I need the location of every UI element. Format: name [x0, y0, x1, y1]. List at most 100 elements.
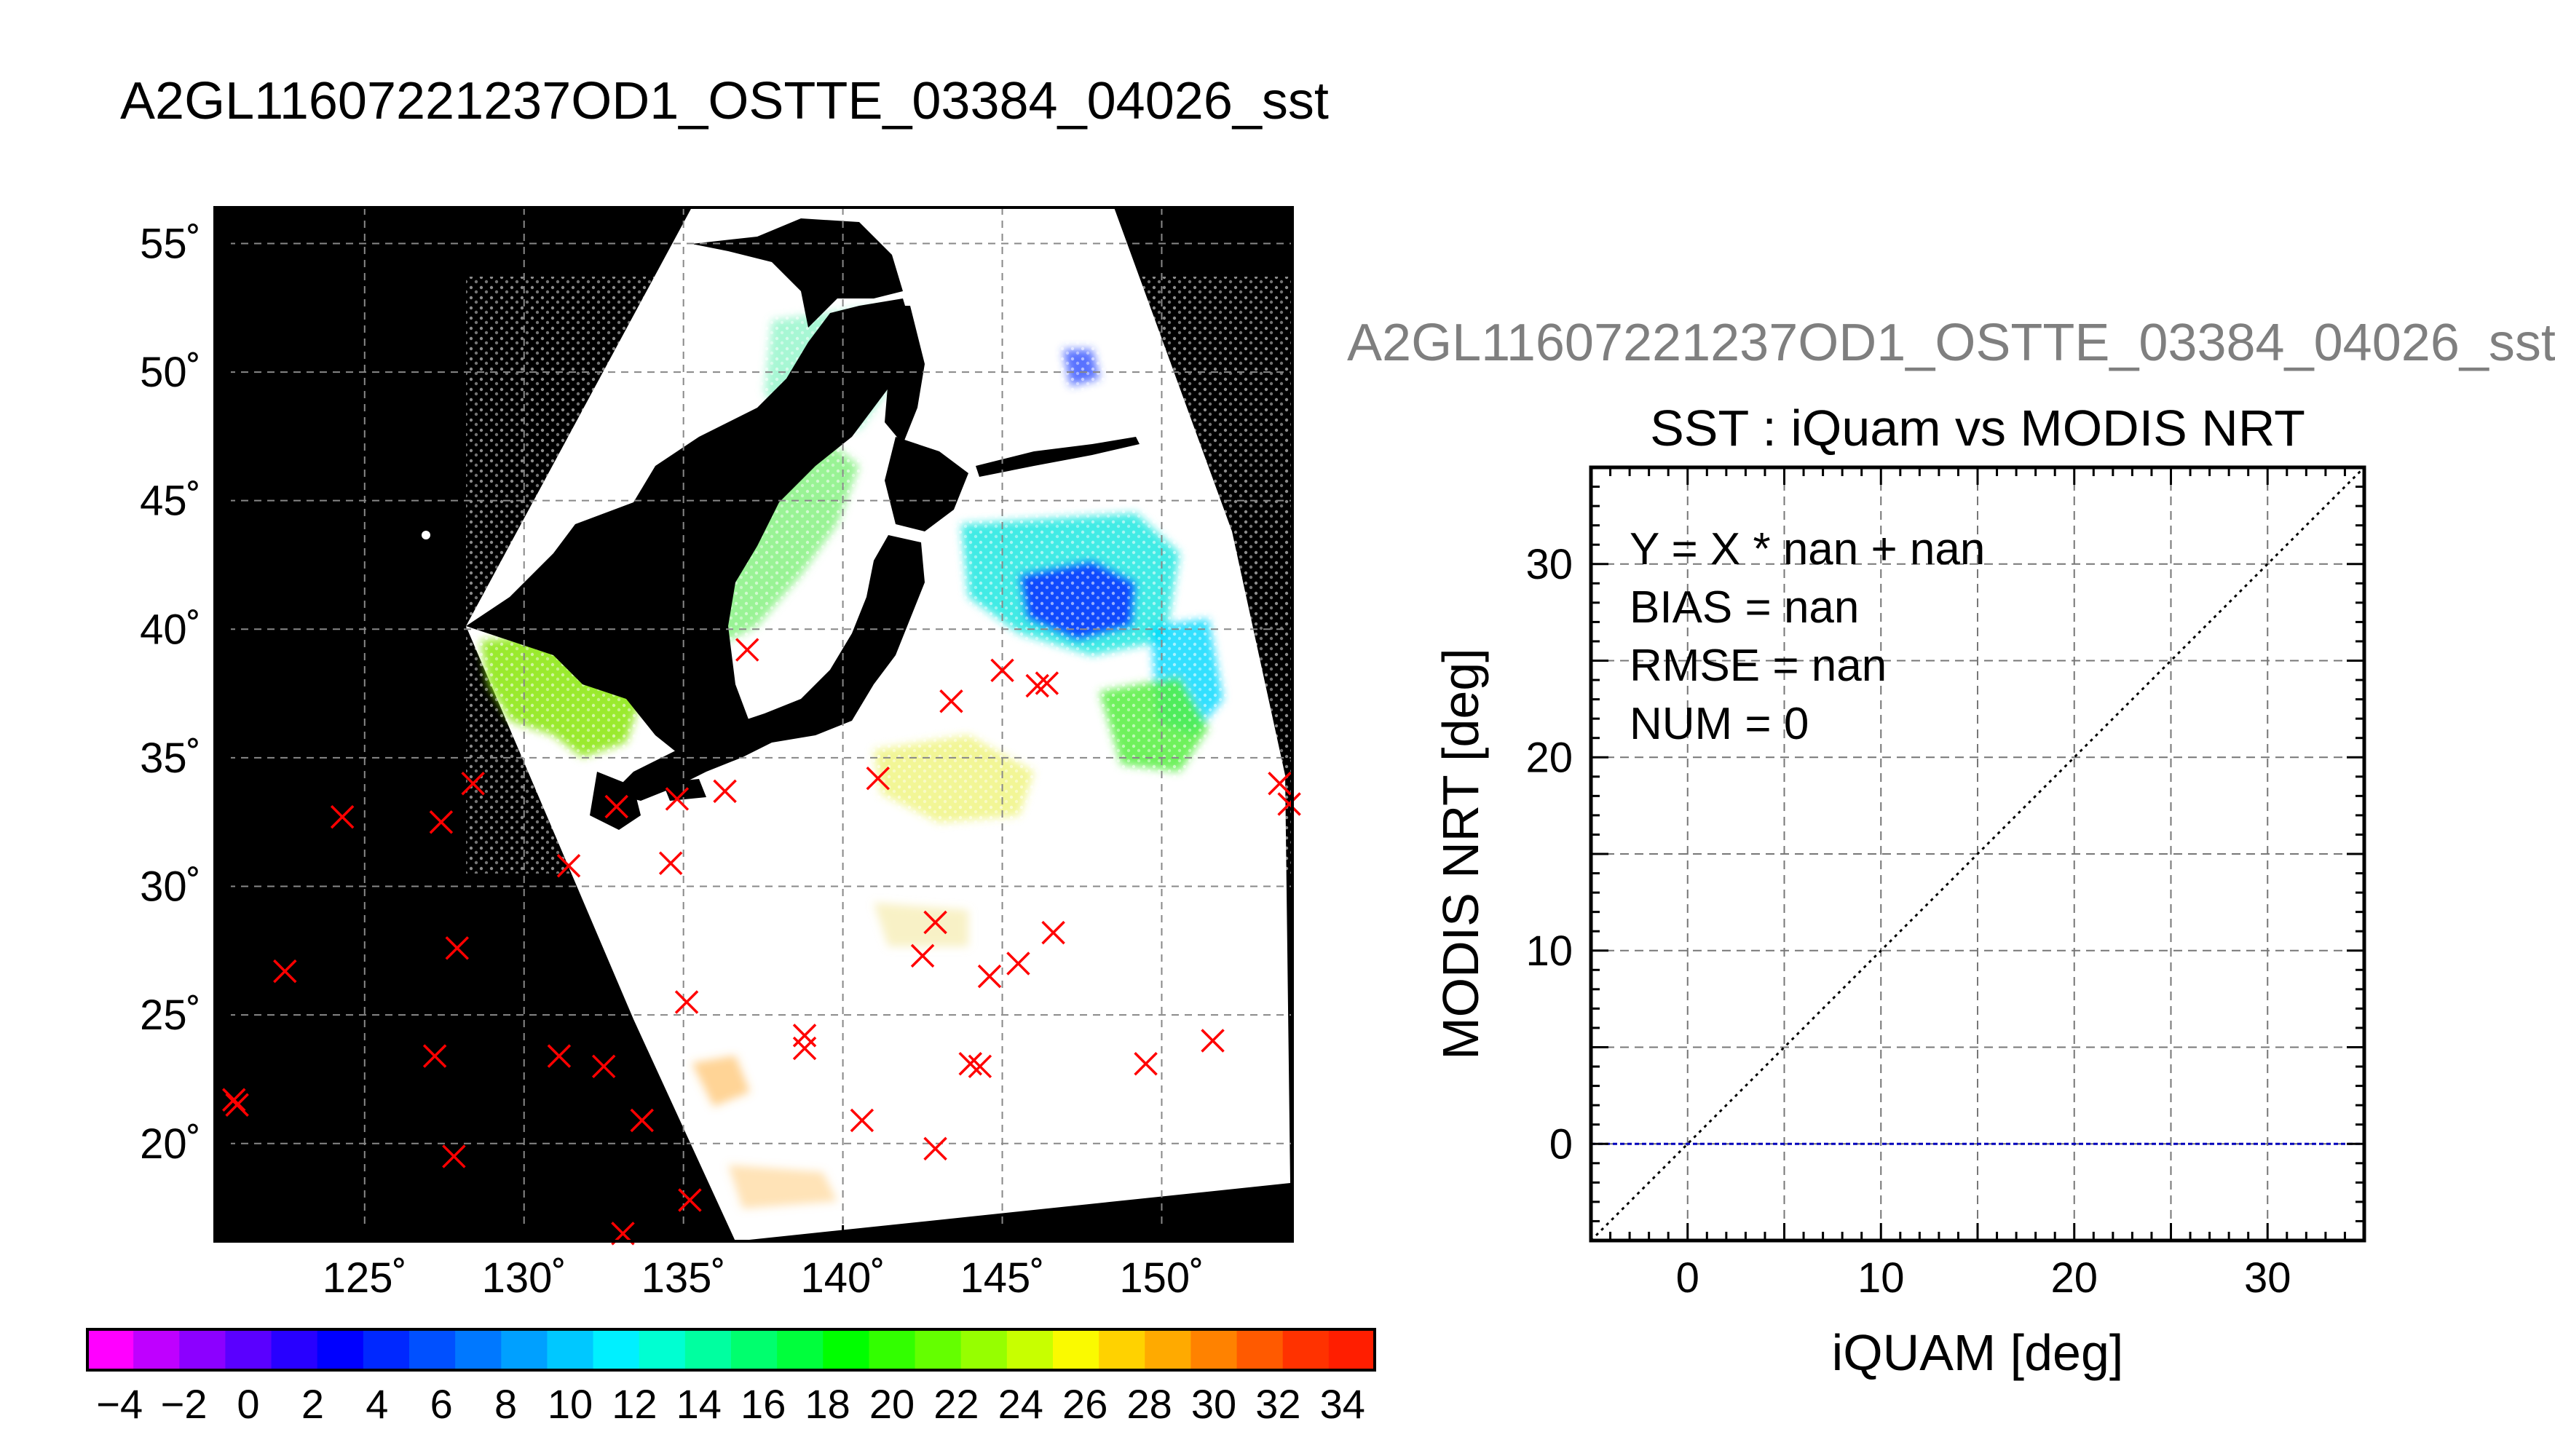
iquam-marker: [1035, 671, 1059, 695]
iquam-marker: [735, 638, 759, 662]
colorbar-cell: [915, 1329, 962, 1370]
colorbar-tick-label: −4: [96, 1381, 143, 1427]
iquam-marker: [910, 943, 935, 968]
scatter-axis-ticks: [1590, 466, 2366, 1242]
colorbar-tick-label: 18: [805, 1381, 850, 1427]
colorbar-frame: [86, 1328, 1376, 1372]
land-honshu: [612, 535, 925, 801]
longitude-tick-label: 135˚: [641, 1254, 726, 1302]
latitude-tick-label: 55˚: [140, 220, 201, 267]
scatter-y-tick-label: 10: [1525, 927, 1573, 975]
map-frame: [213, 206, 1294, 1243]
scatter-plot: SST : iQuam vs MODIS NRT 0 10 20 30 0 10 20 30…: [1432, 400, 2366, 1381]
colorbar-tick-label: 32: [1255, 1381, 1300, 1427]
colorbar-cell: [1145, 1329, 1192, 1370]
longitude-tick-labels: 125˚ 130˚ 135˚ 140˚ 145˚ 150˚: [323, 1254, 1204, 1302]
iquam-marker: [923, 910, 947, 935]
colorbar-cell: [1328, 1329, 1375, 1370]
latitude-tick-label: 50˚: [140, 349, 201, 396]
colorbar-tick-label: 30: [1191, 1381, 1236, 1427]
iquam-marker: [968, 1054, 992, 1079]
iquam-marker: [1134, 1052, 1158, 1076]
colorbar-cell: [1006, 1329, 1054, 1370]
colorbar-tick-label: 14: [676, 1381, 722, 1427]
colorbar-tick-label: 2: [301, 1381, 324, 1427]
iquam-marker: [866, 766, 891, 791]
land-kurils: [976, 437, 1140, 477]
scatter-x-tick-label: 30: [2244, 1254, 2291, 1302]
colorbar-cell: [363, 1329, 410, 1370]
colorbar-cells: [87, 1329, 1375, 1370]
colorbar-cell: [179, 1329, 226, 1370]
colorbar-tick-label: −2: [161, 1381, 208, 1427]
latitude-tick-label: 20˚: [140, 1120, 201, 1168]
scatter-x-tick-label: 20: [2050, 1254, 2098, 1302]
colorbar-tick-labels: −4 −2 0 2 4 6 8 10 12 14 16 18 20 22 24 26 28 30 32 34: [96, 1381, 1365, 1427]
iquam-marker: [1025, 673, 1049, 698]
sst-blob-orange-south-1: [692, 1056, 750, 1107]
iquam-marker: [1041, 920, 1065, 945]
iquam-marker: [604, 794, 628, 819]
iquam-marker: [977, 964, 1002, 989]
colorbar-cell: [271, 1329, 318, 1370]
stat-line: BIAS = nan: [1630, 582, 1859, 633]
iquam-marker: [1201, 1029, 1225, 1053]
colorbar-cell: [1236, 1329, 1284, 1370]
iquam-marker: [330, 804, 355, 829]
iquam-marker: [225, 1093, 249, 1117]
iquam-marker: [850, 1108, 874, 1133]
scatter-x-axis-label: iQUAM [deg]: [1832, 1324, 2124, 1381]
longitude-tick-label: 150˚: [1119, 1254, 1204, 1302]
iquam-marker: [958, 1052, 982, 1076]
colorbar-cell: [87, 1329, 134, 1370]
colorbar-tick-label: 20: [869, 1381, 915, 1427]
latitude-tick-labels: 20˚ 25˚ 30˚ 35˚ 40˚ 45˚ 50˚ 55˚: [140, 220, 201, 1167]
land-korea-china: [466, 298, 914, 764]
latitude-tick-label: 40˚: [140, 606, 201, 653]
iquam-marker: [678, 1188, 702, 1212]
colorbar-tick-label: 22: [933, 1381, 979, 1427]
colorbar-tick-label: 12: [612, 1381, 657, 1427]
colorbar-tick-label: 8: [494, 1381, 517, 1427]
iquam-marker: [591, 1054, 616, 1079]
regression-stats: Y = X * nan + nan BIAS = nan RMSE = nan NUM…: [1630, 524, 1985, 749]
land-hokkaido: [885, 437, 968, 531]
colorbar-cell: [639, 1329, 686, 1370]
land-sakhalin-north: [692, 218, 903, 328]
iquam-marker: [674, 990, 699, 1014]
iquam-marker: [273, 959, 297, 984]
colorbar-tick-label: 16: [741, 1381, 786, 1427]
iquam-marker: [1006, 951, 1030, 976]
stat-line: Y = X * nan + nan: [1630, 524, 1985, 574]
iquam-marker: [792, 1024, 817, 1048]
colorbar-cell: [1190, 1329, 1238, 1370]
latitude-tick-label: 30˚: [140, 863, 201, 911]
iquam-marker: [630, 1108, 654, 1133]
colorbar-cell: [1053, 1329, 1099, 1370]
sst-colorbar: −4 −2 0 2 4 6 8 10 12 14 16 18 20 22 24 26 28 30 32 34: [86, 1328, 1376, 1427]
colorbar-tick-label: 0: [237, 1381, 259, 1427]
colorbar-cell: [731, 1329, 778, 1370]
scatter-y-tick-label: 20: [1525, 734, 1573, 781]
colorbar-cell: [1282, 1329, 1330, 1370]
iquam-marker: [990, 658, 1014, 683]
colorbar-tick-label: 4: [366, 1381, 388, 1427]
colorbar-tick-label: 28: [1126, 1381, 1172, 1427]
iquam-marker: [939, 689, 963, 713]
latitude-tick-label: 25˚: [140, 992, 201, 1039]
scatter-y-tick-label: 0: [1549, 1120, 1573, 1168]
iquam-marker: [429, 810, 454, 834]
longitude-tick-label: 145˚: [960, 1254, 1044, 1302]
latitude-tick-label: 35˚: [140, 735, 201, 782]
land-islet: [530, 534, 540, 544]
one-to-one-line: [1591, 467, 2364, 1241]
colorbar-cell: [960, 1329, 1008, 1370]
iquam-marker: [1277, 792, 1301, 816]
colorbar-cell: [455, 1329, 502, 1370]
iquam-marker: [658, 851, 683, 875]
iquam-marker: [556, 854, 581, 878]
sst-blob-yellow-south: [874, 903, 968, 946]
longitude-tick-label: 130˚: [482, 1254, 566, 1302]
sst-blob-orange-south-2: [728, 1165, 837, 1208]
